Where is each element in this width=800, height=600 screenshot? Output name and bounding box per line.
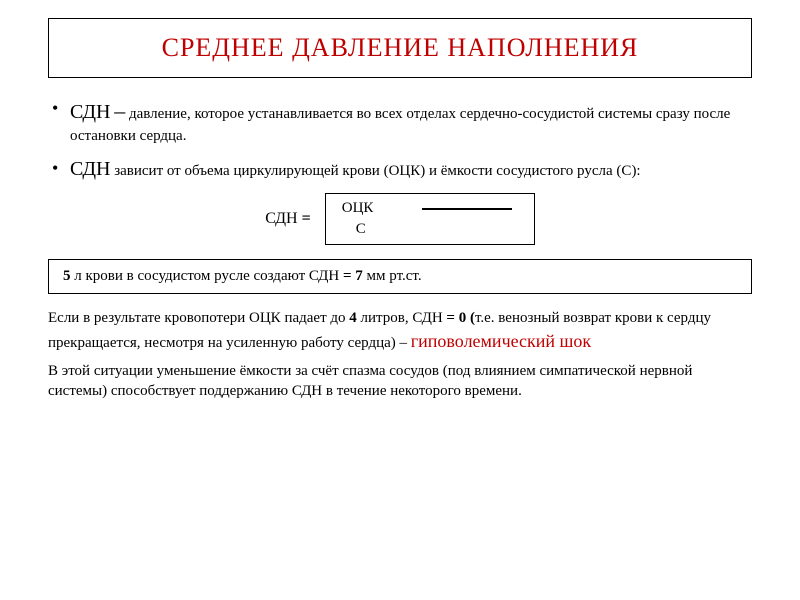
title-box: СРЕДНЕЕ ДАВЛЕНИЕ НАПОЛНЕНИЯ <box>48 18 752 78</box>
bullet-item: СДН зависит от объема циркулирующей кров… <box>48 156 752 183</box>
fraction-denominator: С <box>342 221 512 238</box>
formula-label: СДН = <box>265 210 310 228</box>
bullet-text: зависит от объема циркулирующей крови ( <box>114 163 388 179</box>
page-title: СРЕДНЕЕ ДАВЛЕНИЕ НАПОЛНЕНИЯ <box>69 33 731 63</box>
para-text: Если в результате кровопотери ОЦК падает… <box>48 310 349 326</box>
term-sdn: СДН <box>70 101 110 123</box>
fact-number: 5 <box>63 268 71 284</box>
equals-sign: = <box>302 210 311 227</box>
formula-row: СДН = ОЦК С <box>48 193 752 245</box>
paragraph: Если в результате кровопотери ОЦК падает… <box>48 308 752 353</box>
fact-box: 5 л крови в сосудистом русле создают СДН… <box>48 259 752 294</box>
dash: – <box>114 98 125 123</box>
formula-box: ОЦК С <box>325 193 535 245</box>
fact-text: мм рт.ст. <box>363 268 422 284</box>
bullet-item: СДН – давление, которое устанавливается … <box>48 96 752 146</box>
paragraph: В этой ситуации уменьшение ёмкости за сч… <box>48 361 752 402</box>
bullet-text: ) и ёмкости сосудистого русла ( <box>420 163 621 179</box>
fraction-top-row: ОЦК <box>342 200 512 217</box>
formula-lhs: СДН <box>265 210 301 227</box>
abbr-ock: ОЦК <box>389 163 421 179</box>
fact-value: = 7 <box>343 268 363 284</box>
para-value: = 0 ( <box>446 310 475 326</box>
bullet-text: давление, которое устанавливается во все… <box>70 106 730 144</box>
bullet-list: СДН – давление, которое устанавливается … <box>48 96 752 183</box>
highlight-term: гиповолемический шок <box>411 331 591 351</box>
para-text: литров, СДН <box>357 310 447 326</box>
bullet-text: ): <box>631 163 640 179</box>
fraction-line <box>422 208 512 210</box>
fraction-numerator: ОЦК <box>342 200 374 217</box>
fact-text: л крови в сосудистом русле создают СДН <box>71 268 343 284</box>
abbr-c: С <box>621 163 631 179</box>
para-number: 4 <box>349 310 357 326</box>
term-sdn: СДН <box>70 158 110 180</box>
